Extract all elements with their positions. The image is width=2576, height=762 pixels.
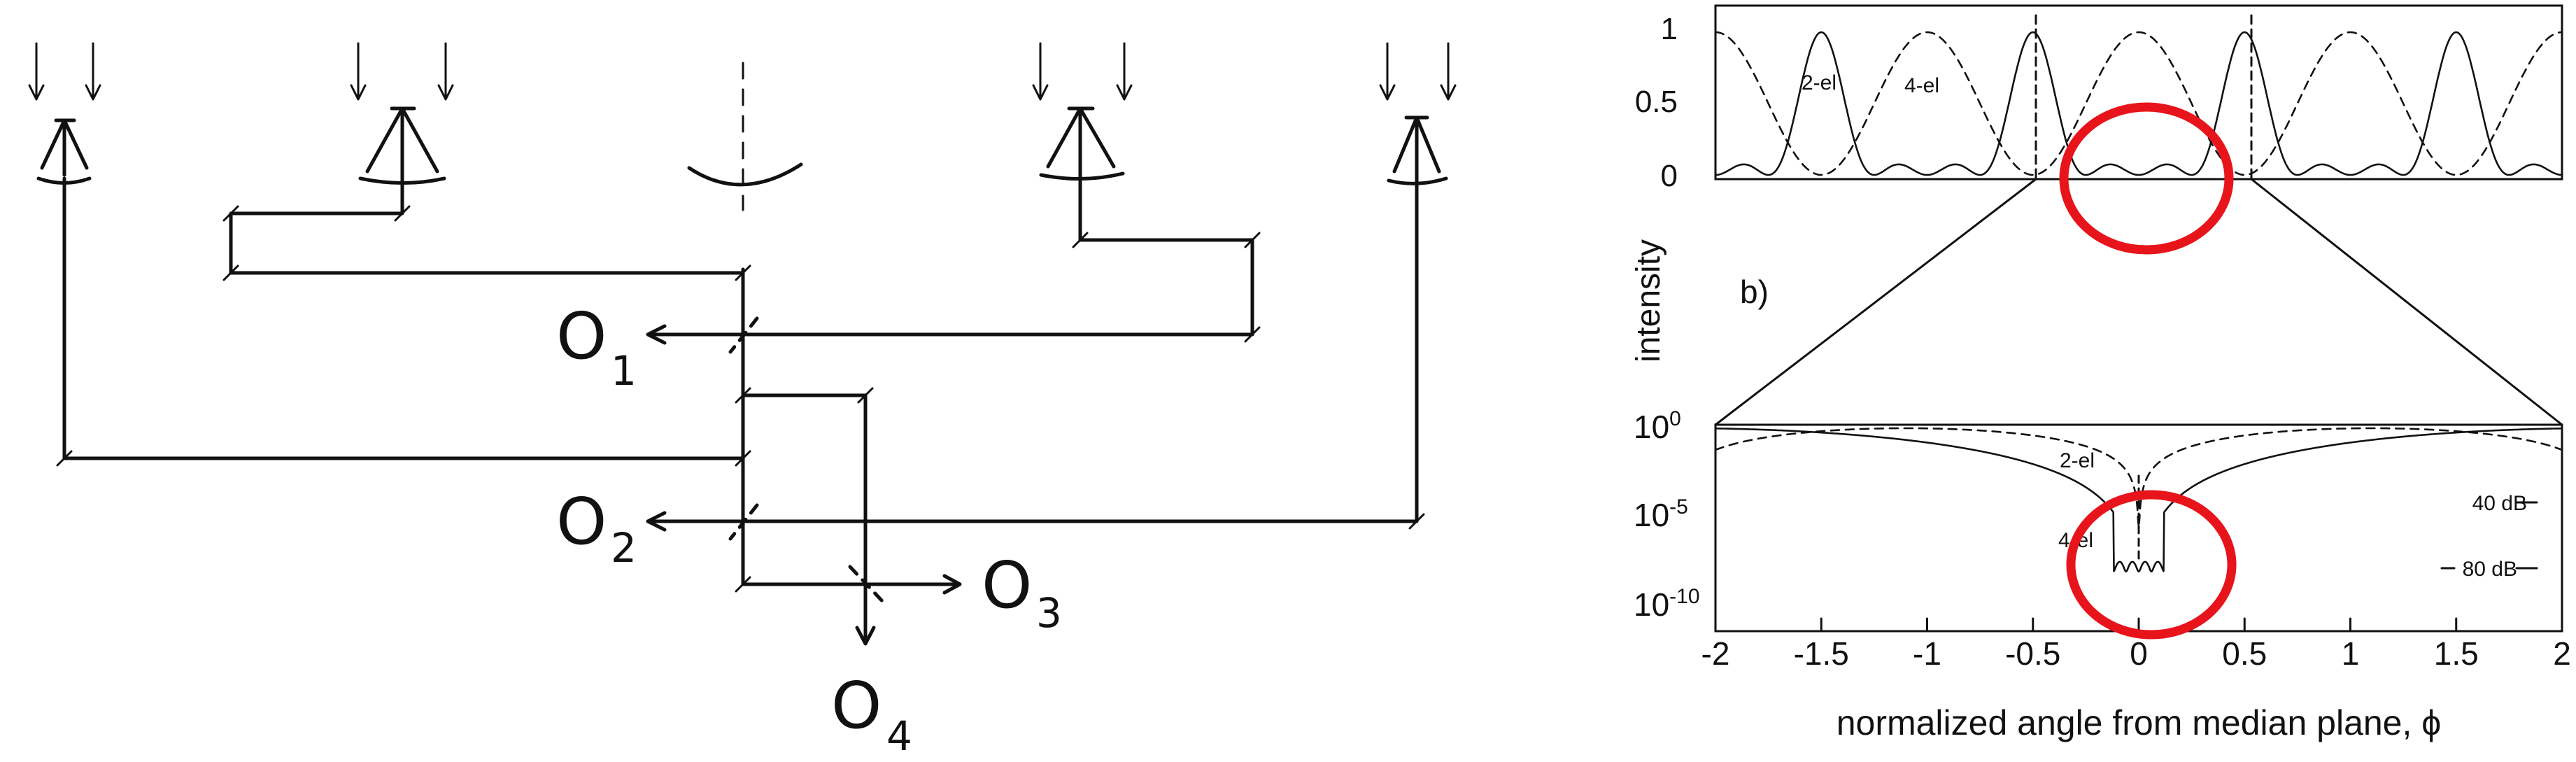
bottom-ytick-0: 100 xyxy=(1634,407,1681,445)
telescope-2 xyxy=(350,42,454,185)
output-label-o1: O 1 xyxy=(556,299,637,395)
mirror-ticks xyxy=(56,205,1425,593)
x-tick-label: 1 xyxy=(2342,635,2360,672)
bottom-panel-y-ticks: 100 10-5 10-10 xyxy=(1634,407,1700,623)
x-tick-label: -2 xyxy=(1701,635,1730,672)
top-ytick-1: 1 xyxy=(1661,12,1678,46)
bottom-ytick-minus10: 10-10 xyxy=(1634,585,1700,623)
svg-text:3: 3 xyxy=(1036,589,1062,637)
db-annotations: 40 dB 80 dB xyxy=(2440,492,2538,581)
svg-text:O: O xyxy=(556,484,607,559)
x-tick-label: 1.5 xyxy=(2434,635,2479,672)
central-lens xyxy=(687,62,803,211)
svg-text:2: 2 xyxy=(611,524,637,572)
svg-text:1: 1 xyxy=(611,347,637,395)
top-series-label-4-el: 4-el xyxy=(1904,74,1939,97)
db-label-80: 80 dB xyxy=(2463,558,2517,581)
svg-text:O: O xyxy=(556,299,607,374)
beam-splitters xyxy=(728,316,885,604)
top-series-label-2-el: 2-el xyxy=(1802,71,1837,94)
beam-combiner-diagram: O 1 O 2 O 3 O 4 xyxy=(28,42,1457,760)
intensity-figure: 1 0.5 0 2-el 4-el b) intensity 100 10-5 … xyxy=(1630,4,2571,742)
top-panel-frame xyxy=(1714,4,2563,181)
output-label-o4: O 4 xyxy=(831,668,912,760)
telescope-3 xyxy=(1032,42,1133,181)
top-series-2-el xyxy=(1715,31,2562,176)
bottom-series-4-el xyxy=(1715,428,2562,573)
top-panel-y-ticks: 1 0.5 0 xyxy=(1635,12,1678,193)
output-label-o3: O 3 xyxy=(982,548,1062,637)
bottom-ytick-minus5: 10-5 xyxy=(1634,495,1688,533)
svg-text:4: 4 xyxy=(886,712,912,760)
telescope-4 xyxy=(1379,42,1457,185)
x-tick-label: 0 xyxy=(2130,635,2148,672)
db-label-40: 40 dB xyxy=(2472,492,2527,515)
svg-text:O: O xyxy=(982,548,1032,623)
highlight-circle-top xyxy=(2059,102,2234,255)
top-series-4-el xyxy=(1715,31,2562,176)
x-axis-ticks: -2 -1.5 -1 -0.5 0 0.5 1 1.5 2 xyxy=(1701,617,2571,672)
y-axis-label: intensity xyxy=(1630,239,1667,362)
top-ytick-0.5: 0.5 xyxy=(1635,85,1678,119)
x-tick-label: 0.5 xyxy=(2222,635,2267,672)
beam-paths xyxy=(62,173,1419,642)
top-ytick-0: 0 xyxy=(1661,159,1678,193)
bottom-series-label-2-el: 2-el xyxy=(2060,449,2095,472)
x-tick-label: -1.5 xyxy=(1794,635,1849,672)
svg-text:O: O xyxy=(831,668,882,743)
telescope-1 xyxy=(28,42,101,185)
x-tick-label: -1 xyxy=(1913,635,1941,672)
output-label-o2: O 2 xyxy=(556,484,637,572)
output-arrows xyxy=(646,324,962,646)
x-tick-label: 2 xyxy=(2553,635,2571,672)
x-axis-label: normalized angle from median plane, ϕ xyxy=(1837,703,2442,742)
x-tick-label: -0.5 xyxy=(2005,635,2060,672)
highlight-circle-bottom xyxy=(2066,490,2237,640)
panel-label: b) xyxy=(1740,274,1769,310)
zoom-line-left xyxy=(1714,178,2037,426)
zoom-line-right xyxy=(2250,178,2563,426)
